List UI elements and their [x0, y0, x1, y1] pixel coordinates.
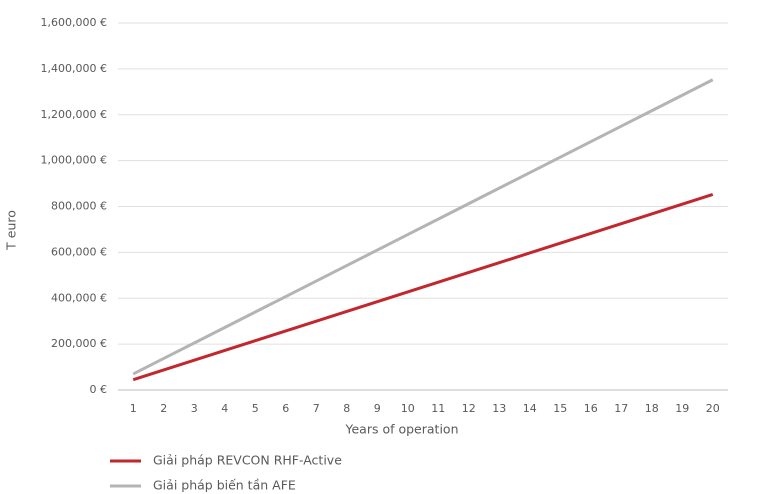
x-tick-label: 10 — [401, 402, 415, 415]
x-tick-label: 18 — [645, 402, 659, 415]
y-tick-label: 0 € — [90, 383, 108, 396]
x-tick-label: 17 — [614, 402, 628, 415]
y-tick-label: 600,000 € — [51, 245, 107, 258]
x-tick-label: 6 — [282, 402, 289, 415]
x-tick-label: 11 — [431, 402, 445, 415]
x-tick-label: 5 — [252, 402, 259, 415]
x-tick-label: 9 — [374, 402, 381, 415]
y-tick-label: 400,000 € — [51, 291, 107, 304]
x-tick-label: 15 — [553, 402, 567, 415]
x-tick-label: 4 — [221, 402, 228, 415]
x-tick-label: 7 — [313, 402, 320, 415]
x-tick-label: 1 — [130, 402, 137, 415]
y-tick-label: 200,000 € — [51, 337, 107, 350]
y-axis-title: T euro — [4, 210, 19, 251]
y-tick-label: 1,400,000 € — [41, 62, 107, 75]
x-tick-label: 14 — [523, 402, 537, 415]
x-tick-label: 12 — [462, 402, 476, 415]
series-line — [132, 193, 714, 382]
y-tick-label: 800,000 € — [51, 200, 107, 213]
x-tick-label: 20 — [706, 402, 720, 415]
x-tick-label: 8 — [343, 402, 350, 415]
x-tick-label: 13 — [492, 402, 506, 415]
x-tick-label: 2 — [160, 402, 167, 415]
y-tick-label: 1,600,000 € — [41, 16, 107, 29]
x-tick-label: 19 — [675, 402, 689, 415]
legend-label: Giải pháp biến tần AFE — [153, 478, 296, 493]
legend-label: Giải pháp REVCON RHF-Active — [153, 453, 342, 468]
x-tick-label: 16 — [584, 402, 598, 415]
x-axis-title: Years of operation — [345, 422, 459, 437]
y-tick-label: 1,000,000 € — [41, 154, 107, 167]
x-tick-label: 3 — [191, 402, 198, 415]
series-line — [132, 78, 714, 376]
y-tick-label: 1,200,000 € — [41, 108, 107, 121]
